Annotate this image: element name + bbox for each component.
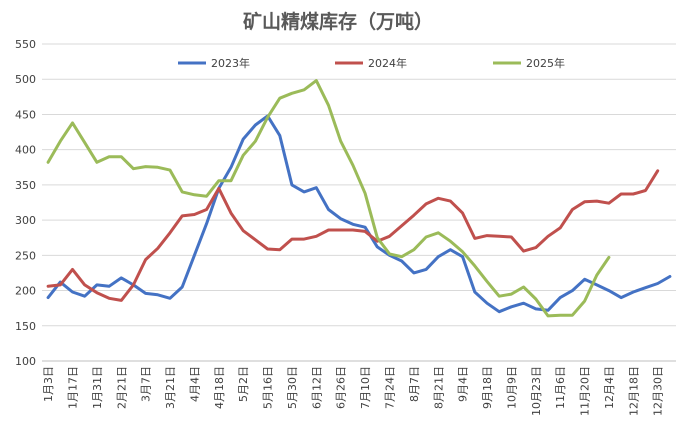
x-tick-label: 1月31日 — [91, 366, 104, 409]
legend-label: 2024年 — [368, 56, 407, 70]
y-tick-label: 500 — [15, 73, 36, 86]
y-tick-label: 550 — [15, 38, 36, 51]
x-tick-label: 12月30日 — [652, 366, 665, 416]
x-tick-label: 11月6日 — [554, 366, 567, 409]
x-tick-label: 5月16日 — [262, 366, 275, 409]
x-tick-label: 5月30日 — [286, 366, 299, 409]
series-line-2023年 — [46, 114, 672, 314]
x-tick-label: 6月26日 — [335, 366, 348, 409]
x-tick-label: 9月4日 — [457, 366, 470, 402]
y-tick-label: 100 — [15, 355, 36, 368]
legend: 2023年 2024年 2025年 — [178, 56, 565, 70]
y-tick-label: 450 — [15, 108, 36, 121]
x-tick-label: 4月4日 — [188, 366, 201, 402]
x-tick-label: 1月17日 — [66, 366, 79, 409]
x-tick-label: 7月24日 — [383, 366, 396, 409]
x-tick-label: 3月7日 — [140, 366, 153, 402]
y-tick-label: 400 — [15, 144, 36, 157]
series-lines — [46, 79, 672, 318]
x-tick-label: 8月21日 — [432, 366, 445, 409]
legend-label: 2025年 — [526, 56, 565, 70]
y-tick-label: 350 — [15, 179, 36, 192]
y-tick-label: 200 — [15, 285, 36, 298]
y-tick-label: 150 — [15, 320, 36, 333]
series-line-2024年 — [46, 169, 660, 302]
series-line-2025年 — [46, 79, 611, 318]
x-tick-label: 9月18日 — [481, 366, 494, 409]
x-tick-label: 2月21日 — [115, 366, 128, 409]
x-tick-label: 10月23日 — [530, 366, 543, 416]
x-tick-label: 4月18日 — [213, 366, 226, 409]
y-axis-ticks: 100 150 200 250 300 350 400 450 500 550 — [15, 38, 36, 368]
x-tick-label: 12月4日 — [603, 366, 616, 409]
x-axis-ticks: 1月3日 1月17日 1月31日 2月21日 3月7日 3月21日 4月4日 4月18日 5月2… — [42, 366, 665, 416]
x-tick-label: 10月9日 — [505, 366, 518, 409]
x-tick-label: 6月12日 — [310, 366, 323, 409]
x-tick-label: 5月2日 — [237, 366, 250, 402]
legend-label: 2023年 — [211, 56, 250, 70]
x-tick-label: 1月3日 — [42, 366, 55, 402]
chart-title: 矿山精煤库存（万吨） — [243, 10, 433, 33]
x-tick-label: 11月20日 — [579, 366, 592, 416]
gridlines — [42, 43, 676, 327]
y-tick-label: 300 — [15, 214, 36, 227]
y-tick-label: 250 — [15, 249, 36, 262]
x-tick-label: 8月7日 — [408, 366, 421, 402]
x-tick-label: 3月21日 — [164, 366, 177, 409]
x-tick-label: 7月10日 — [359, 366, 372, 409]
x-tick-label: 12月18日 — [627, 366, 640, 416]
